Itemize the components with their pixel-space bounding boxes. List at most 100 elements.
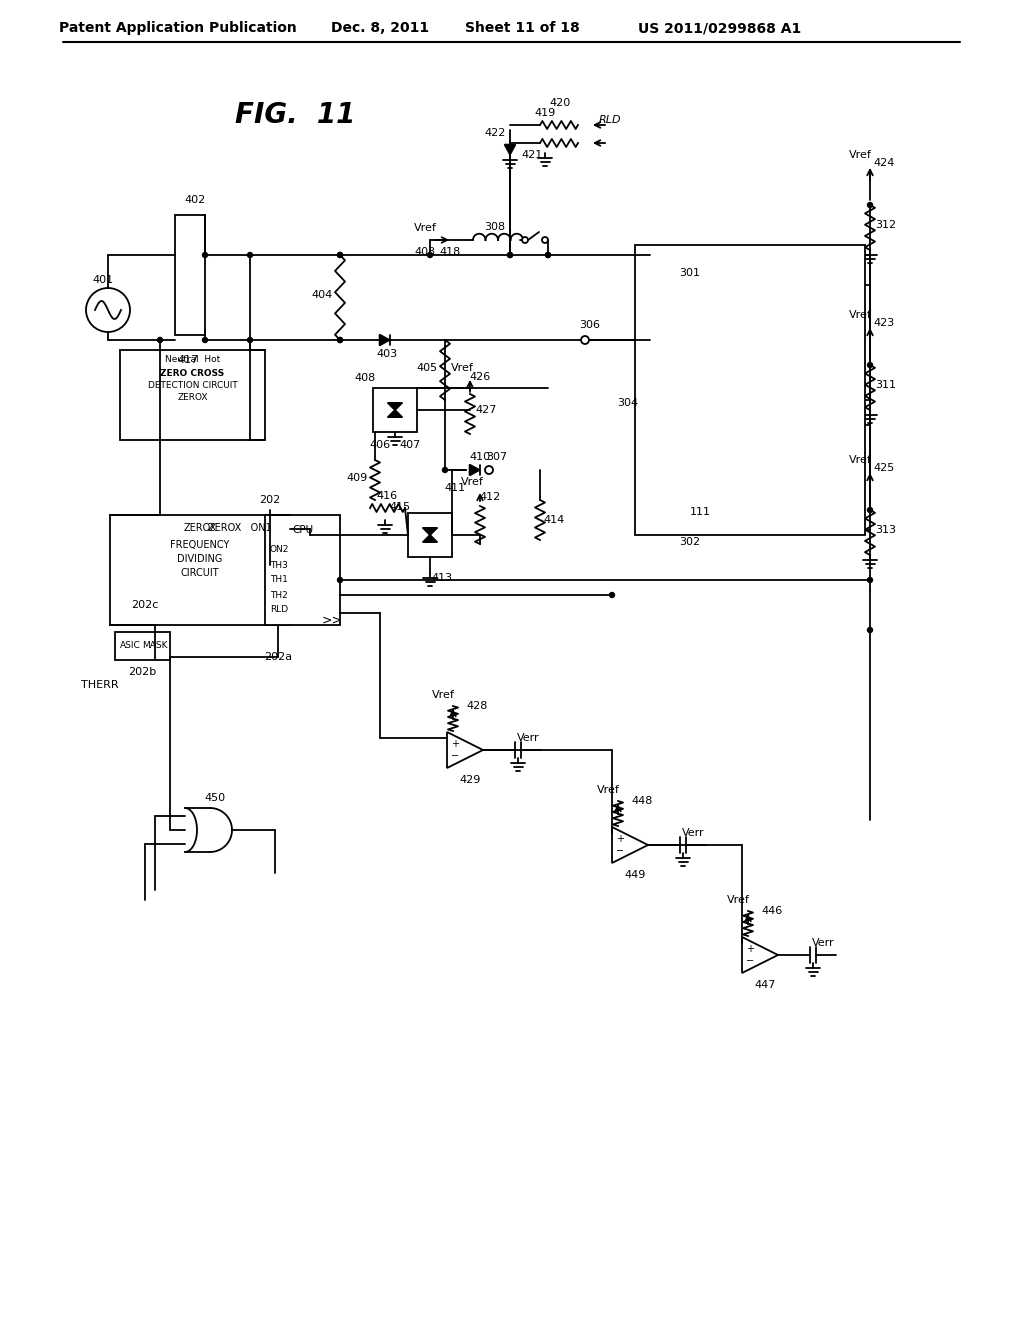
Text: TH3: TH3 (270, 561, 288, 569)
Text: 313: 313 (876, 525, 896, 535)
Text: CPU: CPU (292, 525, 313, 535)
Text: 417: 417 (177, 355, 199, 366)
Text: 421: 421 (521, 150, 543, 160)
Text: ZEROX: ZEROX (177, 393, 208, 403)
Text: 419: 419 (535, 108, 556, 117)
Text: 311: 311 (876, 380, 896, 389)
Text: RLD: RLD (599, 115, 622, 125)
Text: 404: 404 (311, 290, 333, 300)
Text: 423: 423 (873, 318, 895, 327)
Circle shape (867, 578, 872, 582)
Text: 402: 402 (184, 195, 206, 205)
Text: Vref: Vref (451, 363, 473, 374)
Text: TH1: TH1 (270, 576, 288, 585)
Text: 414: 414 (544, 515, 564, 525)
Polygon shape (423, 535, 437, 543)
Text: Vref: Vref (849, 310, 871, 319)
Circle shape (248, 338, 253, 342)
Text: ON2: ON2 (269, 545, 289, 554)
Circle shape (158, 338, 163, 342)
Circle shape (546, 252, 551, 257)
Text: −: − (745, 956, 754, 966)
Text: ZERO CROSS: ZERO CROSS (161, 370, 224, 379)
Text: 424: 424 (873, 158, 895, 168)
Text: 306: 306 (580, 319, 600, 330)
Text: ZEROX   ON1: ZEROX ON1 (208, 523, 271, 533)
Text: Vref: Vref (431, 690, 455, 700)
Circle shape (427, 252, 432, 257)
Circle shape (248, 252, 253, 257)
Text: 418: 418 (439, 247, 461, 257)
Text: Sheet 11 of 18: Sheet 11 of 18 (465, 21, 580, 36)
Text: 427: 427 (475, 405, 497, 414)
Circle shape (338, 252, 342, 257)
Bar (373, 388, 417, 432)
Text: TH2: TH2 (270, 590, 288, 599)
Polygon shape (380, 334, 389, 346)
Text: DETECTION CIRCUIT: DETECTION CIRCUIT (147, 381, 238, 391)
Text: 302: 302 (680, 537, 700, 546)
Text: 407: 407 (399, 440, 421, 450)
Bar (650, 285, 730, 400)
Text: US 2011/0299868 A1: US 2011/0299868 A1 (638, 21, 802, 36)
Text: Verr: Verr (517, 733, 540, 743)
Circle shape (442, 467, 447, 473)
Text: +: + (746, 944, 754, 954)
Polygon shape (423, 528, 437, 535)
Polygon shape (388, 411, 402, 417)
Text: 408: 408 (354, 374, 376, 383)
Text: Vref: Vref (414, 223, 436, 234)
Text: 403: 403 (377, 348, 397, 359)
Text: Verr: Verr (812, 939, 835, 948)
Text: 416: 416 (377, 491, 397, 502)
Circle shape (338, 338, 342, 342)
Bar (635, 246, 865, 535)
Circle shape (338, 578, 342, 582)
Text: 307: 307 (486, 451, 508, 462)
Polygon shape (505, 145, 515, 154)
Text: 411: 411 (444, 483, 466, 492)
Circle shape (546, 252, 551, 257)
Text: 202: 202 (259, 495, 281, 506)
Text: CIRCUIT: CIRCUIT (180, 568, 219, 578)
Polygon shape (470, 465, 479, 475)
Circle shape (338, 338, 342, 342)
Bar (110, 515, 290, 624)
Polygon shape (742, 937, 778, 973)
Circle shape (867, 363, 872, 367)
Circle shape (203, 252, 208, 257)
Circle shape (508, 252, 512, 257)
Text: Patent Application Publication: Patent Application Publication (59, 21, 297, 36)
Text: 446: 446 (762, 906, 782, 916)
Text: Vref: Vref (597, 785, 620, 795)
Text: 450: 450 (205, 793, 225, 803)
Circle shape (508, 252, 512, 257)
Text: −: − (616, 846, 624, 855)
Text: Vref: Vref (727, 895, 750, 906)
Text: 425: 425 (873, 463, 895, 473)
Text: Vref: Vref (849, 150, 871, 160)
Text: 301: 301 (680, 268, 700, 279)
Text: 111: 111 (689, 507, 711, 517)
Text: 308: 308 (484, 222, 506, 232)
Text: −: − (451, 751, 459, 762)
Text: 412: 412 (479, 492, 501, 502)
Bar (115, 632, 170, 660)
Circle shape (485, 466, 493, 474)
Text: 449: 449 (625, 870, 646, 880)
Text: 448: 448 (632, 796, 652, 807)
Circle shape (867, 202, 872, 207)
Text: Neutral  Hot: Neutral Hot (165, 355, 220, 364)
Text: 410: 410 (469, 451, 490, 462)
Text: +: + (451, 739, 459, 748)
Text: Dec. 8, 2011: Dec. 8, 2011 (331, 21, 429, 36)
Circle shape (867, 627, 872, 632)
Text: 422: 422 (484, 128, 506, 139)
Text: 304: 304 (617, 399, 639, 408)
Circle shape (338, 252, 342, 257)
Text: 312: 312 (876, 220, 897, 230)
Text: >>: >> (322, 614, 342, 627)
Text: 403: 403 (415, 247, 435, 257)
Text: 429: 429 (460, 775, 480, 785)
Text: FIG.  11: FIG. 11 (234, 102, 355, 129)
